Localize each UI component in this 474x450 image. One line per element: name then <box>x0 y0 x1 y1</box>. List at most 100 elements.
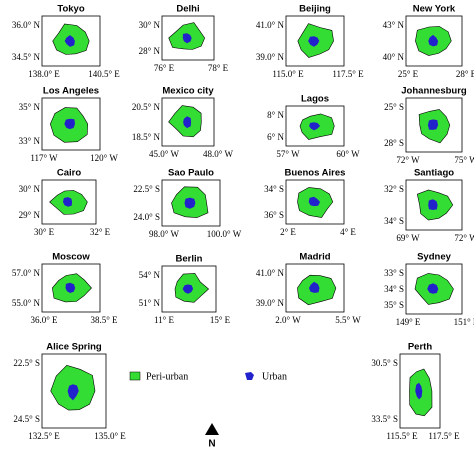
latitude-label: 33° N <box>19 136 41 146</box>
urban-area <box>182 284 194 294</box>
latitude-label: 39.0° N <box>256 298 285 308</box>
latitude-label: 30° N <box>19 184 41 194</box>
latitude-label: 43° N <box>383 20 405 30</box>
latitude-label: 41.0° N <box>256 268 285 278</box>
longitude-label: 138.0° E <box>28 69 60 79</box>
legend-urban: Urban <box>262 371 287 382</box>
longitude-label: 115.0° E <box>272 69 304 79</box>
urban-area <box>67 384 79 401</box>
panel-title: Sydney <box>417 252 452 263</box>
latitude-label: 20.5° N <box>132 102 161 112</box>
latitude-label: 55.0° N <box>12 298 41 308</box>
latitude-label: 30° N <box>139 20 161 30</box>
longitude-label: 4° E <box>340 227 356 237</box>
panel-title: Mexico city <box>162 86 214 97</box>
longitude-label: 57° W <box>276 149 300 159</box>
latitude-label: 35° S <box>384 300 404 310</box>
longitude-label: 117° W <box>30 153 58 163</box>
urban-area <box>308 36 320 47</box>
latitude-label: 24.0° S <box>133 212 160 222</box>
panel-title: Buenos Aires <box>285 168 346 179</box>
panel-title: Sao Paulo <box>168 168 214 179</box>
urban-area <box>427 119 439 130</box>
panel-title: Delhi <box>176 4 199 15</box>
longitude-label: 28° E <box>456 69 474 79</box>
longitude-label: 11° E <box>154 315 175 325</box>
panel-title: Tokyo <box>57 4 84 15</box>
panel-title: Moscow <box>52 252 90 263</box>
longitude-label: 30° E <box>34 227 55 237</box>
latitude-label: 34° S <box>264 184 284 194</box>
longitude-label: 149° E <box>396 317 421 327</box>
longitude-label: 120° W <box>90 153 118 163</box>
urban-area <box>309 281 320 293</box>
urban-area <box>309 122 321 131</box>
latitude-label: 6° N <box>267 132 284 142</box>
latitude-label: 51° N <box>139 298 161 308</box>
legend-peri-urban: Peri-urban <box>146 371 188 382</box>
longitude-label: 72° W <box>396 155 420 165</box>
longitude-label: 100.0° W <box>207 229 242 239</box>
longitude-label: 117.5° E <box>428 431 460 441</box>
latitude-label: 28° S <box>384 138 404 148</box>
panel-title: Johannesburg <box>401 86 467 97</box>
urban-area <box>64 118 75 130</box>
urban-area <box>183 116 192 129</box>
longitude-label: 60° W <box>336 149 360 159</box>
panel-title: Berlin <box>176 254 203 265</box>
longitude-label: 140.5° E <box>88 69 120 79</box>
longitude-label: 75° W <box>454 155 474 165</box>
north-arrow <box>205 423 219 435</box>
panel-title: Santiago <box>414 168 454 179</box>
urban-area <box>415 382 423 400</box>
longitude-label: 32° E <box>90 227 111 237</box>
panel-title: Perth <box>408 342 432 353</box>
latitude-label: 35° N <box>19 102 41 112</box>
longitude-label: 132.5° E <box>28 431 60 441</box>
longitude-label: 98.0° W <box>149 229 179 239</box>
longitude-label: 36.0° E <box>30 315 58 325</box>
panel-title: Beijing <box>299 4 331 15</box>
legend-peri-urban-swatch <box>129 371 141 381</box>
longitude-label: 76° E <box>154 63 175 73</box>
latitude-label: 36° S <box>264 210 284 220</box>
panel-title: New York <box>413 4 456 15</box>
longitude-label: 151° E <box>454 317 474 327</box>
longitude-label: 45.0° W <box>149 149 179 159</box>
urban-area <box>308 196 321 207</box>
latitude-label: 36.0° N <box>12 20 41 30</box>
longitude-label: 117.5° E <box>332 69 364 79</box>
latitude-label: 33.5° S <box>371 414 398 424</box>
longitude-label: 5.5° W <box>335 315 361 325</box>
latitude-label: 40° N <box>383 52 405 62</box>
panel-title: Los Angeles <box>43 86 99 97</box>
panel-title: Lagos <box>301 94 329 105</box>
latitude-label: 8° N <box>267 110 284 120</box>
urban-area <box>64 35 75 47</box>
urban-area <box>427 283 439 294</box>
latitude-label: 54° N <box>139 270 161 280</box>
urban-area <box>182 33 192 44</box>
north-label: N <box>208 439 215 450</box>
longitude-label: 72° W <box>454 233 474 243</box>
latitude-label: 57.0° N <box>12 268 41 278</box>
longitude-label: 15° E <box>210 315 231 325</box>
longitude-label: 38.5° E <box>90 315 118 325</box>
latitude-label: 34° S <box>384 284 404 294</box>
urban-area <box>62 197 73 207</box>
longitude-label: 78° E <box>208 63 229 73</box>
legend-urban-swatch <box>245 372 254 380</box>
longitude-label: 48.0° W <box>203 149 233 159</box>
longitude-label: 2° E <box>280 227 296 237</box>
latitude-label: 34.5° N <box>12 52 41 62</box>
latitude-label: 39.0° N <box>256 52 285 62</box>
latitude-label: 22.5° S <box>133 184 160 194</box>
panel-title: Cairo <box>57 168 81 179</box>
latitude-label: 22.5° S <box>13 358 40 368</box>
longitude-label: 135.0° E <box>94 431 126 441</box>
urban-area <box>428 199 438 210</box>
longitude-label: 2.0° W <box>275 315 301 325</box>
latitude-label: 18.5° N <box>132 132 161 142</box>
latitude-label: 41.0° N <box>256 20 285 30</box>
panel-title: Alice Spring <box>46 342 102 353</box>
